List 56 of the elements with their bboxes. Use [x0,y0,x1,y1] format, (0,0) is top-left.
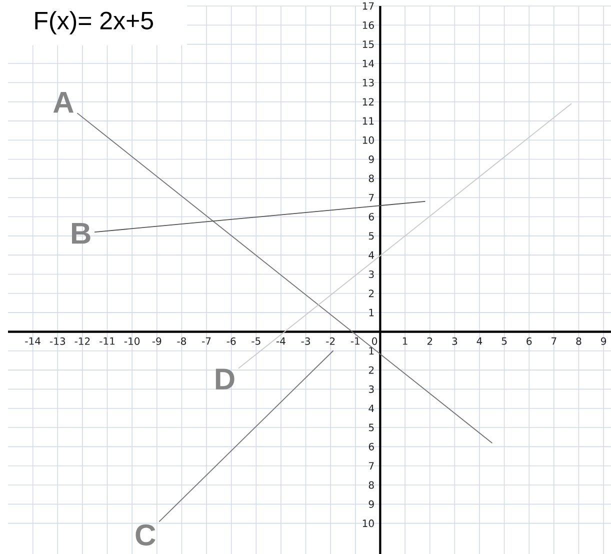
series-label: C [136,524,156,546]
x-tick-label: 7 [552,337,556,345]
y-tick-label: 3 [368,385,374,393]
x-tick-label: 3 [452,337,458,345]
y-tick-label: 7 [369,194,374,202]
y-tick-label: 2 [368,366,374,374]
y-tick-label: 2 [368,290,374,298]
x-tick-label: 5 [502,337,507,345]
x-tick-label: -8 [177,337,186,345]
y-tick-label: 6 [368,442,374,450]
y-tick-label: 8 [368,174,374,182]
x-tick-label: -7 [202,337,211,345]
chart-title: F(x)= 2x+5 [35,11,154,34]
x-tick-label: 9 [601,337,606,345]
y-tick-label: 6 [368,212,374,221]
y-tick-label: 14 [362,60,374,68]
x-tick-label: 1 [402,337,408,345]
x-tick-label: -2 [326,337,335,345]
y-tick-label: 10 [362,136,374,144]
y-tick-label: 9 [368,500,374,508]
x-tick-label: -13 [50,337,66,345]
y-tick-label: 13 [362,78,374,86]
x-tick-label: -9 [152,337,162,345]
y-tick-label: 12 [362,98,374,106]
y-tick-label: 1 [369,308,374,316]
x-tick-label: -12 [74,337,90,345]
x-tick-label: -10 [124,337,140,345]
x-tick-label: -5 [252,337,260,345]
x-tick-label: 2 [427,337,432,345]
x-tick-label: -4 [276,337,286,345]
y-tick-label: 11 [362,117,374,125]
y-tick-label: 17 [362,2,374,10]
y-tick-label: 10 [362,520,374,528]
series-label: A [53,92,74,113]
y-tick-label: 8 [368,481,374,489]
series-label: B [72,222,90,244]
y-tick-label: 7 [369,462,374,470]
x-tick-label: -11 [100,337,115,345]
y-tick-label: 5 [368,424,374,432]
y-tick-label: 16 [362,21,374,29]
y-tick-label: 4 [368,251,374,259]
x-tick-label: 8 [576,337,582,345]
y-tick-label: 3 [368,270,374,278]
y-tick-label: 5 [368,232,374,240]
y-tick-label: 15 [362,40,374,48]
series-label: D [216,368,234,390]
x-tick-label: 4 [476,337,482,345]
x-tick-label: -6 [226,337,236,345]
y-tick-label: 1 [369,347,374,355]
y-tick-label: 9 [368,155,374,164]
y-tick-label: 4 [368,404,374,412]
x-tick-label: 6 [526,337,532,345]
x-tick-label: -1 [350,337,360,345]
x-tick-label: -3 [301,337,310,345]
x-tick-label: -14 [25,337,40,345]
x-tick-label: 0 [372,337,378,345]
